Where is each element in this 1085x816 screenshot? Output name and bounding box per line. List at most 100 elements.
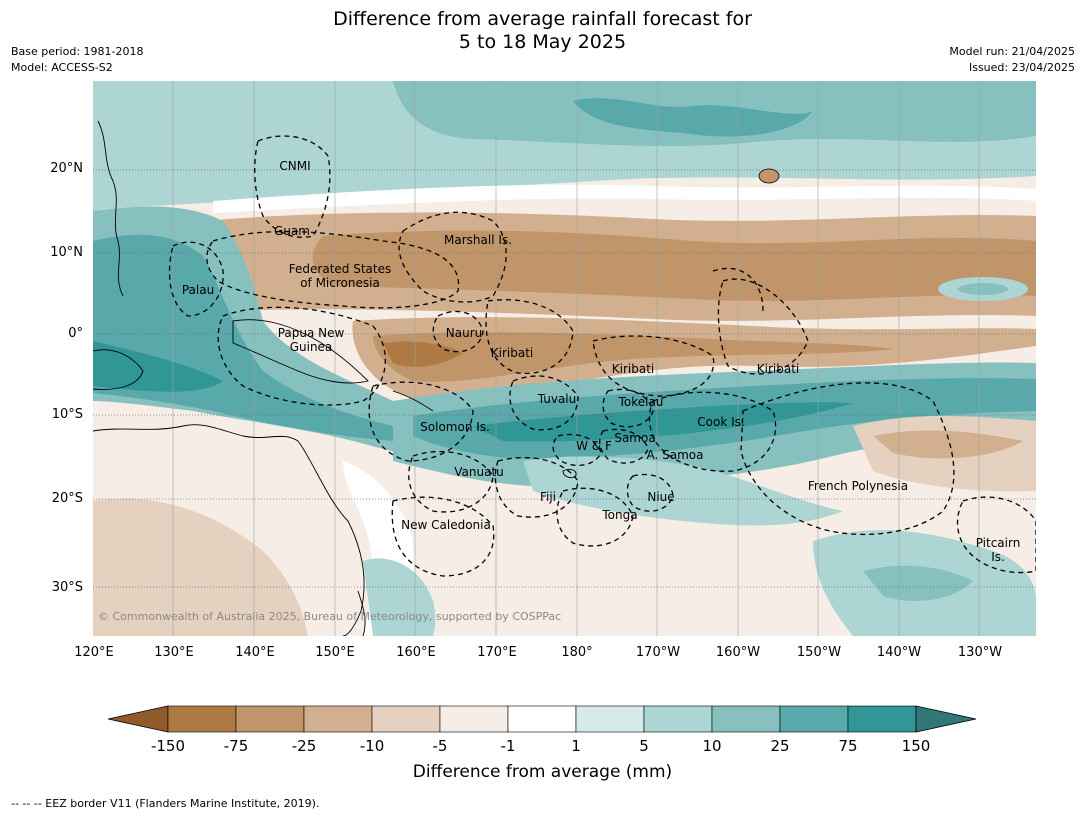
region-label-tonga: Tonga [602, 508, 638, 522]
region-label-palau: Palau [181, 283, 215, 297]
color-bar-tick-label: 75 [838, 737, 858, 755]
issued-date: Issued: 23/04/2025 [968, 61, 1075, 74]
lon-label-150e: 150°E [315, 645, 355, 660]
color-bar-segment [303, 705, 373, 733]
eez-palau [168, 241, 224, 317]
color-bar [107, 705, 978, 739]
region-label-cook: Cook Is. [697, 415, 745, 429]
color-bar-tick-label: 10 [702, 737, 722, 755]
eez-niue [626, 473, 674, 512]
solomon-coast [392, 390, 434, 412]
eez-wf [552, 433, 602, 467]
north-white-strip [213, 184, 1036, 213]
color-bar-tick-label: -25 [291, 737, 317, 755]
region-label-kiribati-e: Kiribati [756, 362, 800, 376]
lon-label-130w: 130°W [957, 645, 1003, 660]
color-bar-segment [235, 705, 305, 733]
color-bar-tick-label: 5 [639, 737, 649, 755]
region-label-frenchpoly: French Polynesia [807, 479, 909, 493]
region-label-png: Papua New Guinea [278, 326, 345, 354]
south-wet-patches-3 [863, 565, 973, 601]
map-title: Difference from average rainfall forecas… [0, 8, 1085, 54]
eez-footer-note: -- -- -- EEZ border V11 (Flanders Marine… [11, 797, 320, 810]
region-label-guam: Guam [274, 224, 310, 238]
eez-kiribati-w [485, 299, 574, 375]
region-label-vanuatu: Vanuatu [454, 465, 504, 479]
meta-right: Model run: 21/04/2025 Issued: 23/04/2025 [949, 44, 1075, 76]
eez-tonga [556, 487, 634, 547]
eez-kiribati-c [592, 335, 715, 397]
region-label-micronesia-line1: Federated States [288, 262, 392, 276]
south-wet-patches [523, 456, 843, 526]
nz-coast [357, 590, 366, 636]
lon-label-160w: 160°W [715, 645, 761, 660]
color-bar-tick-label: -10 [359, 737, 385, 755]
eez-newcal [391, 496, 495, 577]
graticule [172, 81, 980, 636]
eez-tokelau [602, 388, 654, 428]
south-dry-east-core [873, 430, 1023, 459]
lon-label-160e: 160°E [396, 645, 436, 660]
color-bar-extend-high [915, 705, 977, 733]
eez-kiribati-e [717, 278, 809, 375]
eez-nauru [432, 310, 484, 353]
color-bar-extend-low [107, 705, 169, 733]
region-label-png-line1: Papua New [277, 326, 345, 340]
east-aus-wet [363, 558, 436, 636]
region-label-solomon: Solomon Is. [420, 420, 490, 434]
region-label-pitcairn: Pitcairn Is. [976, 536, 1021, 564]
color-bar-tick-label: -150 [150, 737, 186, 755]
lat-label-30s: 30°S [51, 580, 83, 595]
base-period: Base period: 1981-2018 [11, 45, 144, 58]
color-bar-segment [711, 705, 781, 733]
lon-label-150w: 150°W [796, 645, 842, 660]
color-bar-tick-label: -75 [223, 737, 249, 755]
new-guinea-coast [232, 319, 369, 384]
region-label-niue: Niue [647, 490, 675, 504]
color-bar-tick-label: 150 [901, 737, 931, 755]
region-label-samoa: Samoa [614, 431, 656, 445]
eez-cook [648, 391, 777, 472]
eez-fiji [494, 456, 579, 518]
color-bar-tick-label: 1 [571, 737, 581, 755]
eez-samoa [599, 428, 649, 464]
color-bar-segment [779, 705, 849, 733]
lon-label-120e: 120°E [74, 645, 114, 660]
color-bar-segment [643, 705, 713, 733]
lon-label-130e: 130°E [154, 645, 194, 660]
eez-hawaii-s [712, 267, 764, 312]
west-wet-strong [93, 341, 223, 392]
title-line-2: 5 to 18 May 2025 [458, 31, 627, 53]
region-label-kiribati-w: Kiribati [490, 346, 534, 360]
color-bar-tick-label: -1 [500, 737, 516, 755]
map-canvas [93, 81, 1036, 636]
color-bar-segment [371, 705, 441, 733]
wet-spot-east-core [958, 283, 1008, 295]
color-bar-segment [507, 705, 577, 733]
region-label-wf: W & F [576, 439, 612, 453]
region-label-asamoa: A. Samoa [646, 448, 704, 462]
region-label-pitcairn-line1: Pitcairn [975, 536, 1021, 550]
eez-pitcairn [956, 496, 1036, 574]
borneo-coast [93, 349, 144, 390]
color-bar-tick-label: 25 [770, 737, 790, 755]
model-run: Model run: 21/04/2025 [949, 45, 1075, 58]
dry-band-equator-core [373, 332, 893, 382]
coastlines [93, 120, 577, 636]
color-bar-segment [575, 705, 645, 733]
lon-label-180: 180° [561, 645, 593, 660]
eez-micronesia [206, 230, 460, 309]
color-bar-title: Difference from average (mm) [412, 762, 673, 782]
region-label-pitcairn-line2: Is. [991, 550, 1005, 564]
north-wet-patch [573, 98, 813, 137]
spcz-wet-strong [473, 402, 853, 442]
australia-coast [93, 424, 365, 636]
color-bar-segment [167, 705, 237, 733]
eez-vanuatu [408, 450, 494, 513]
lat-label-eq: 0° [68, 326, 83, 341]
eez-borders [168, 135, 1036, 577]
copyright-notice: © Commonwealth of Australia 2025, Bureau… [98, 610, 562, 623]
meta-left: Base period: 1981-2018 Model: ACCESS-S2 [11, 44, 143, 76]
region-label-png-line2: Guinea [289, 340, 333, 354]
region-label-newcal: New Caledonia [401, 518, 491, 532]
